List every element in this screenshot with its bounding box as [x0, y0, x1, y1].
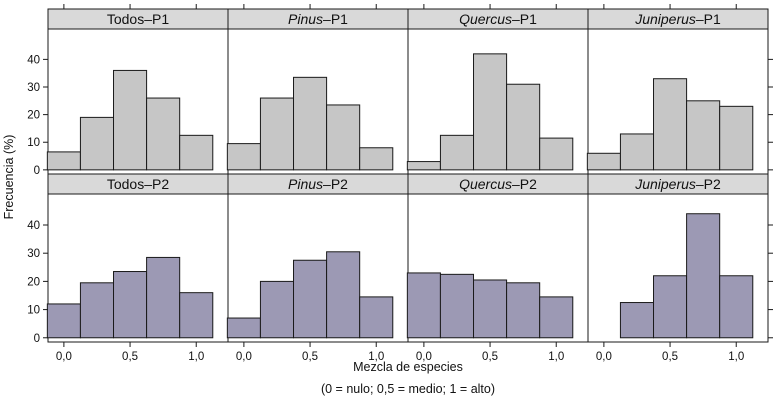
bar-todos-p1-4 — [179, 134, 214, 171]
bar-quercus-p2-2 — [473, 279, 508, 339]
bar-todos-p2-0 — [46, 303, 81, 339]
panel-pinus-p2: Pinus–P2 0,0 0,5 1,0 — [226, 173, 409, 363]
panel-pinus-p1: Pinus–P1 — [226, 4, 409, 175]
bar-pinus-p1-2 — [293, 76, 328, 171]
y-tick-label-todos-p1-3: 30 — [27, 82, 40, 94]
strip-label-quercus-p2: Quercus–P2 — [459, 176, 537, 192]
x-tick-label-pinus-p2-2: 1,0 — [368, 351, 384, 363]
bar-todos-p1-1 — [79, 116, 115, 171]
strip-label-juniperus-p2: Juniperus–P2 — [634, 176, 721, 192]
bar-quercus-p1-4 — [539, 137, 574, 171]
bar-pinus-p2-2 — [293, 259, 328, 339]
y-tick-label-todos-p1-4: 40 — [27, 54, 40, 66]
bar-todos-p1-3 — [146, 97, 181, 171]
y-tick-label-todos-p2-3: 30 — [27, 248, 40, 260]
x-tick-label-quercus-p2-1: 0,5 — [482, 351, 498, 363]
bar-quercus-p2-4 — [539, 296, 574, 339]
bar-todos-p2-4 — [179, 292, 214, 339]
strip-label-todos-p1: Todos–P1 — [107, 11, 169, 27]
bar-quercus-p2-1 — [439, 273, 475, 339]
y-tick-label-todos-p1-0: 0 — [34, 165, 40, 177]
panel-todos-p1: Todos–P1 0 10 20 30 40 — [27, 4, 229, 177]
panel-juniperus-p1: Juniperus–P1 — [586, 4, 773, 175]
bar-quercus-p2-3 — [506, 282, 541, 339]
x-tick-label-todos-p2-0: 0,0 — [56, 351, 72, 363]
panel-grid: Todos–P1 0 10 20 30 40 Pinus–P1 Quercus–P1 Junip… — [27, 4, 773, 363]
bar-juniperus-p1-3 — [686, 100, 721, 171]
y-axis-label: Frecuencia (%) — [2, 135, 16, 220]
panel-juniperus-p2: Juniperus–P2 0,0 0,5 1,0 — [587, 173, 773, 363]
bar-pinus-p1-0 — [226, 143, 261, 171]
bar-juniperus-p1-4 — [719, 105, 754, 171]
bar-pinus-p2-0 — [226, 317, 261, 339]
x-tick-label-pinus-p2-0: 0,0 — [236, 351, 252, 363]
panel-todos-p2: Todos–P2 0 10 20 30 40 0,0 0,5 1,0 — [27, 173, 229, 363]
bar-juniperus-p1-1 — [619, 133, 655, 171]
x-tick-label-juniperus-p2-2: 1,0 — [728, 351, 744, 363]
strip-label-pinus-p1: Pinus–P1 — [288, 11, 348, 27]
bar-pinus-p1-3 — [326, 104, 361, 171]
x-tick-label-quercus-p2-0: 0,0 — [416, 351, 432, 363]
x-tick-label-juniperus-p2-0: 0,0 — [596, 351, 612, 363]
x-tick-label-todos-p2-2: 1,0 — [188, 351, 204, 363]
x-tick-label-quercus-p2-2: 1,0 — [548, 351, 564, 363]
bar-pinus-p2-4 — [359, 296, 394, 339]
bar-todos-p2-1 — [79, 282, 115, 339]
bar-todos-p1-2 — [113, 69, 148, 171]
bar-todos-p2-2 — [113, 271, 148, 339]
x-tick-label-pinus-p2-1: 0,5 — [302, 351, 318, 363]
y-tick-label-todos-p2-0: 0 — [34, 333, 40, 345]
bar-pinus-p1-1 — [259, 97, 295, 171]
y-tick-label-todos-p1-2: 20 — [27, 110, 40, 122]
bar-quercus-p1-1 — [439, 134, 475, 171]
y-tick-label-todos-p2-1: 10 — [27, 305, 40, 317]
bar-quercus-p1-3 — [506, 83, 541, 171]
bar-todos-p1-0 — [46, 151, 81, 171]
bar-quercus-p1-2 — [473, 53, 508, 171]
x-tick-label-todos-p2-1: 0,5 — [122, 351, 138, 363]
strip-label-quercus-p1: Quercus–P1 — [459, 11, 537, 27]
bar-quercus-p1-0 — [406, 161, 441, 171]
y-tick-label-todos-p2-4: 40 — [27, 220, 40, 232]
strip-label-juniperus-p1: Juniperus–P1 — [634, 11, 721, 27]
bar-todos-p2-3 — [146, 256, 181, 339]
bar-juniperus-p1-2 — [653, 78, 688, 171]
bar-pinus-p2-1 — [259, 280, 295, 339]
bar-juniperus-p2-4 — [719, 275, 754, 339]
bar-juniperus-p2-1 — [619, 302, 655, 339]
bar-pinus-p2-3 — [326, 251, 361, 339]
bar-quercus-p2-0 — [406, 272, 441, 339]
strip-label-pinus-p2: Pinus–P2 — [288, 176, 348, 192]
x-axis-scale-note: (0 = nulo; 0,5 = medio; 1 = alto) — [321, 382, 495, 396]
panel-quercus-p1: Quercus–P1 — [406, 4, 589, 175]
bar-juniperus-p2-3 — [686, 213, 721, 339]
bar-juniperus-p2-2 — [653, 275, 688, 339]
bar-juniperus-p1-0 — [586, 152, 621, 171]
bar-pinus-p1-4 — [359, 147, 394, 171]
strip-label-todos-p2: Todos–P2 — [107, 176, 169, 192]
y-tick-label-todos-p1-1: 10 — [27, 137, 40, 149]
x-axis-label: Mezcla de especies — [353, 360, 463, 374]
y-tick-label-todos-p2-2: 20 — [27, 276, 40, 288]
x-tick-label-juniperus-p2-1: 0,5 — [662, 351, 678, 363]
panel-quercus-p2: Quercus–P2 0,0 0,5 1,0 — [406, 173, 589, 363]
